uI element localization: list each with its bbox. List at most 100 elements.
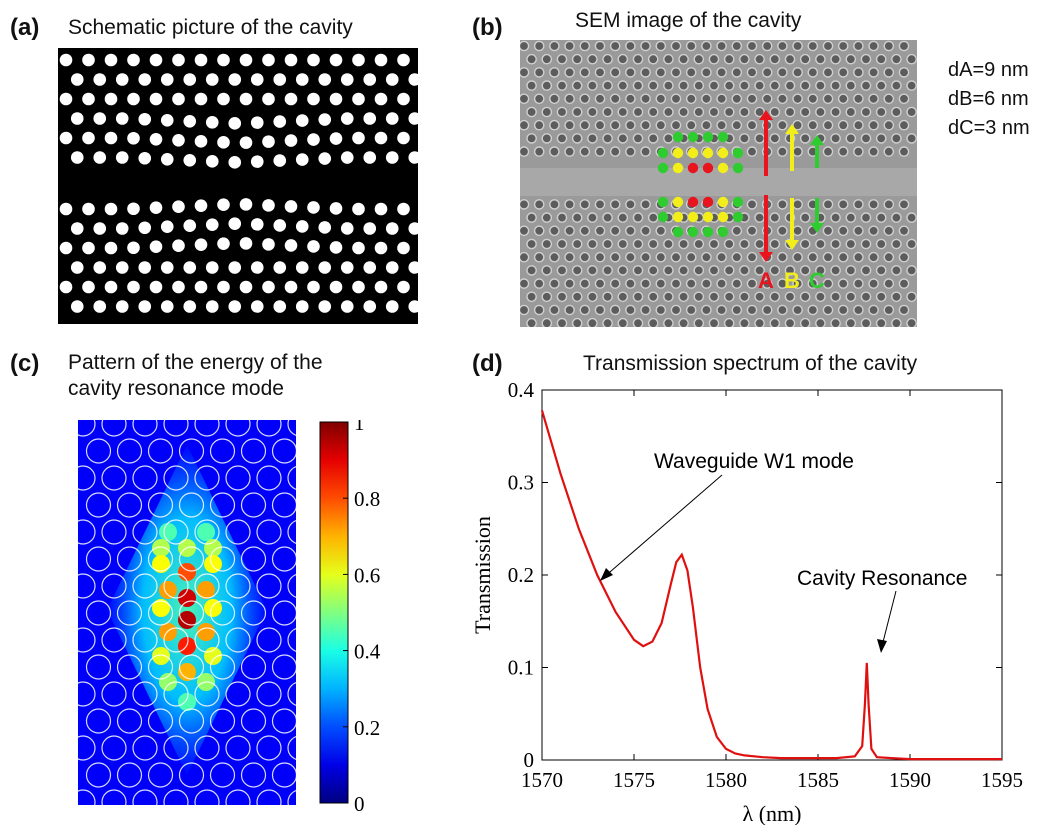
sem-hole bbox=[807, 119, 819, 131]
schematic-hole bbox=[160, 261, 174, 274]
sem-hole bbox=[784, 53, 796, 65]
sem-hole bbox=[541, 291, 553, 303]
schematic-hole bbox=[385, 73, 399, 86]
sem-hole bbox=[678, 238, 689, 250]
shifted-hole-marker bbox=[657, 211, 669, 223]
sem-hole bbox=[556, 265, 568, 276]
schematic-hole bbox=[228, 156, 242, 169]
colorbar-tick-label: 0.6 bbox=[354, 563, 380, 587]
sem-hole bbox=[883, 67, 895, 78]
sem-hole bbox=[701, 304, 712, 316]
sem-hole bbox=[739, 265, 750, 276]
sem-hole bbox=[853, 278, 864, 289]
sem-hole bbox=[579, 199, 591, 210]
sem-hole bbox=[609, 304, 621, 316]
sem-hole bbox=[822, 119, 834, 131]
sem-hole bbox=[594, 199, 606, 210]
sem-hole bbox=[769, 53, 781, 65]
sem-hole bbox=[549, 199, 560, 210]
sem-hole bbox=[830, 53, 841, 65]
sem-hole bbox=[640, 67, 651, 78]
sem-hole bbox=[541, 265, 553, 276]
schematic-hole bbox=[385, 261, 399, 274]
sem-hole bbox=[906, 238, 917, 250]
shifted-hole-marker bbox=[732, 162, 744, 174]
hole-outline bbox=[225, 465, 251, 491]
sem-hole bbox=[526, 80, 537, 91]
sem-hole bbox=[602, 80, 613, 91]
hole-outline bbox=[240, 492, 267, 518]
schematic-hole bbox=[250, 218, 264, 231]
sem-hole bbox=[520, 278, 530, 289]
sem-hole bbox=[587, 80, 598, 91]
sem-hole bbox=[860, 80, 872, 91]
energy-hotspot bbox=[159, 673, 177, 691]
hole-outline bbox=[132, 681, 158, 707]
sem-hole bbox=[520, 93, 530, 105]
schematic-hole bbox=[318, 221, 332, 234]
sem-hole bbox=[716, 304, 727, 316]
schematic-hole bbox=[284, 200, 298, 213]
shifted-hole-marker bbox=[687, 226, 699, 238]
panel-c-title-line-2: cavity resonance mode bbox=[68, 377, 284, 400]
sem-hole bbox=[625, 304, 636, 316]
sem-hole bbox=[609, 40, 621, 52]
schematic-hole bbox=[59, 53, 73, 67]
hole-outline bbox=[194, 735, 220, 761]
schematic-hole bbox=[239, 237, 253, 250]
y-axis-label: Transmission bbox=[470, 516, 495, 634]
sem-hole bbox=[898, 119, 910, 131]
sem-hole bbox=[898, 304, 910, 316]
sem-waveguide bbox=[520, 168, 917, 196]
hole-outline bbox=[178, 762, 205, 788]
schematic-hole bbox=[284, 53, 298, 67]
hole-outline bbox=[116, 708, 143, 734]
sem-hole bbox=[602, 317, 613, 327]
schematic-hole bbox=[172, 200, 185, 214]
sem-hole bbox=[556, 80, 568, 91]
schematic-hole bbox=[307, 133, 320, 146]
schematic-hole bbox=[70, 222, 84, 235]
sem-hole bbox=[602, 265, 613, 276]
sem-hole bbox=[625, 199, 636, 210]
sem-hole bbox=[723, 265, 735, 276]
panel-c-letter: (c) bbox=[10, 350, 40, 377]
sem-hole bbox=[526, 238, 537, 250]
schematic-hole bbox=[149, 53, 163, 67]
sem-hole bbox=[799, 265, 811, 276]
schematic-hole bbox=[363, 73, 377, 86]
hole-outline bbox=[225, 573, 251, 599]
sem-hole bbox=[526, 212, 537, 223]
sem-hole bbox=[678, 53, 689, 65]
sem-hole bbox=[526, 106, 537, 118]
schematic-hole bbox=[115, 300, 129, 313]
sem-hole bbox=[693, 53, 705, 65]
hole-outline bbox=[209, 654, 236, 680]
sem-hole bbox=[868, 304, 879, 316]
hole-outline bbox=[116, 600, 143, 626]
schematic-hole bbox=[217, 136, 230, 149]
hole-outline bbox=[240, 708, 267, 734]
sem-hole bbox=[541, 106, 553, 118]
hole-outline bbox=[101, 681, 127, 707]
sem-hole bbox=[549, 146, 560, 157]
sem-hole bbox=[723, 80, 735, 91]
energy-hotspot bbox=[178, 589, 196, 607]
sem-hole bbox=[693, 106, 705, 118]
energy-hotspot bbox=[197, 581, 215, 599]
schematic-hole bbox=[194, 53, 208, 67]
panel-c-title: Pattern of the energy of the cavity reso… bbox=[68, 350, 323, 402]
sem-hole bbox=[845, 53, 857, 65]
sem-hole bbox=[655, 251, 667, 263]
sem-hole bbox=[868, 251, 879, 263]
schematic-hole bbox=[115, 73, 129, 86]
sem-hole bbox=[640, 251, 651, 263]
hole-outline bbox=[209, 708, 236, 734]
schematic-hole bbox=[127, 241, 140, 255]
sem-hole bbox=[898, 40, 910, 52]
hole-outline bbox=[225, 420, 251, 437]
schematic-hole bbox=[70, 151, 84, 164]
schematic-hole bbox=[59, 280, 73, 294]
schematic-hole bbox=[408, 222, 418, 235]
hole-outline bbox=[178, 654, 205, 680]
